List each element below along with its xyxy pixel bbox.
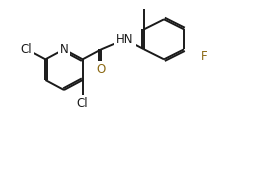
Text: Cl: Cl [21, 43, 32, 56]
Text: F: F [201, 50, 207, 63]
Text: N: N [60, 43, 68, 56]
Text: HN: HN [116, 33, 134, 46]
Text: O: O [97, 63, 106, 76]
Text: Cl: Cl [77, 97, 88, 110]
